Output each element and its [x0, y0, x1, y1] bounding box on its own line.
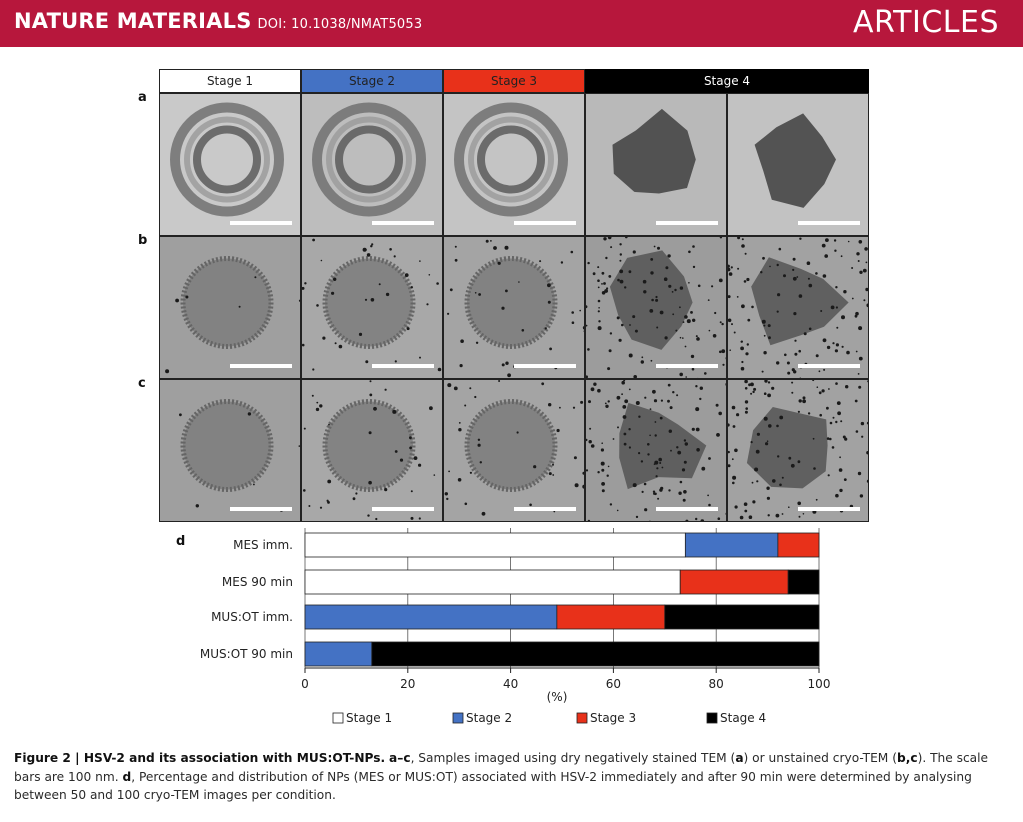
stage-header-4: Stage 4	[585, 69, 869, 93]
legend-swatch	[706, 712, 718, 724]
journal-name: NATURE MATERIALS	[14, 9, 252, 33]
scale-bar	[656, 364, 718, 368]
legend-label: Stage 4	[720, 711, 766, 725]
bar-segment-stage-3	[679, 569, 789, 595]
x-tick-label: 60	[606, 677, 621, 691]
stage-header-label: Stage 2	[348, 74, 396, 88]
category-label: MES imm.	[233, 538, 293, 552]
micrograph-b-2	[301, 236, 443, 379]
scale-bar	[656, 221, 718, 225]
x-tick-label: 20	[400, 677, 415, 691]
scale-bar	[514, 507, 576, 511]
scale-bar	[230, 364, 292, 368]
section-label: ARTICLES	[852, 5, 999, 40]
caption-panel-a: a	[735, 751, 744, 765]
scale-bar	[514, 221, 576, 225]
panel-letter-d: d	[176, 534, 186, 549]
legend-label: Stage 3	[590, 711, 636, 725]
stage-header-1: Stage 1	[159, 69, 301, 93]
micrograph-c-4	[585, 379, 727, 522]
legend-swatch	[332, 712, 344, 724]
caption-text-4: , Percentage and distribution of NPs (ME…	[14, 769, 972, 803]
stage-header-label: Stage 4	[703, 74, 751, 88]
stage-header-2: Stage 2	[301, 69, 443, 93]
micrograph-b-4	[585, 236, 727, 379]
caption-panel-d: d	[122, 769, 132, 784]
scale-bar	[656, 507, 718, 511]
x-tick-label: 100	[808, 677, 831, 691]
x-tick-label: 40	[503, 677, 518, 691]
bar-segment-stage-3	[777, 532, 820, 558]
panel-letter-b: b	[138, 233, 148, 248]
micrograph-c-5	[727, 379, 869, 522]
journal-header: NATURE MATERIALS DOI: 10.1038/NMAT5053 AR…	[0, 0, 1023, 47]
x-axis-label: (%)	[547, 690, 568, 704]
scale-bar	[514, 364, 576, 368]
micrograph-a-4	[585, 93, 727, 236]
micrograph-b-3	[443, 236, 585, 379]
scale-bar	[372, 221, 434, 225]
legend-label: Stage 2	[466, 711, 512, 725]
micrograph-c-3	[443, 379, 585, 522]
caption-title: Figure 2 | HSV-2 and its association wit…	[14, 751, 386, 765]
stacked-bar-chart: MES imm. MES 90 min MUS:OT imm. MUS:OT 90 m…	[200, 528, 831, 725]
scale-bar	[798, 364, 860, 368]
journal-title: NATURE MATERIALS DOI: 10.1038/NMAT5053	[14, 9, 422, 33]
micrograph-c-2	[301, 379, 443, 522]
figure-caption: Figure 2 | HSV-2 and its association wit…	[14, 749, 1009, 805]
category-label: MUS:OT 90 min	[200, 647, 293, 661]
scale-bar	[798, 507, 860, 511]
category-label: MUS:OT imm.	[211, 610, 293, 624]
micrograph-b-1	[159, 236, 301, 379]
category-label: MES 90 min	[222, 575, 293, 589]
doi-text: DOI: 10.1038/NMAT5053	[257, 17, 423, 32]
micrograph-a-5	[727, 93, 869, 236]
caption-text-2: ) or unstained cryo-TEM (	[743, 751, 897, 765]
bar-segment-stage-4	[371, 641, 820, 667]
bar-segment-stage-2	[304, 641, 373, 667]
micrograph-a-1	[159, 93, 301, 236]
legend-label: Stage 1	[346, 711, 392, 725]
caption-panel-bc: b,c	[896, 751, 918, 765]
micrograph-a-2	[301, 93, 443, 236]
bar-segment-stage-1	[304, 532, 686, 558]
bar-segment-stage-1	[304, 569, 681, 595]
scale-bar	[230, 507, 292, 511]
bar-segment-stage-2	[304, 604, 558, 630]
stage-header-label: Stage 1	[206, 74, 254, 88]
micrograph-b-5	[727, 236, 869, 379]
panel-letter-a: a	[138, 90, 147, 105]
scale-bar	[798, 221, 860, 225]
scale-bar	[372, 364, 434, 368]
bar-segment-stage-4	[787, 569, 820, 595]
x-tick-label: 80	[709, 677, 724, 691]
caption-text-3: ). The scale bars are 100 nm.	[14, 751, 989, 784]
scale-bar	[372, 507, 434, 511]
legend-swatch	[452, 712, 464, 724]
bar-segment-stage-2	[684, 532, 779, 558]
bar-segment-stage-4	[664, 604, 820, 630]
micrograph-a-3	[443, 93, 585, 236]
stage-header-3: Stage 3	[443, 69, 585, 93]
caption-text-1: , Samples imaged using dry negatively st…	[410, 751, 736, 765]
legend-swatch	[576, 712, 588, 724]
x-tick-label: 0	[301, 677, 309, 691]
micrograph-c-1	[159, 379, 301, 522]
caption-panel-ac: a–c	[389, 751, 411, 765]
panel-letter-c: c	[138, 376, 146, 391]
bar-segment-stage-3	[556, 604, 666, 630]
stage-header-label: Stage 3	[490, 74, 538, 88]
scale-bar	[230, 221, 292, 225]
